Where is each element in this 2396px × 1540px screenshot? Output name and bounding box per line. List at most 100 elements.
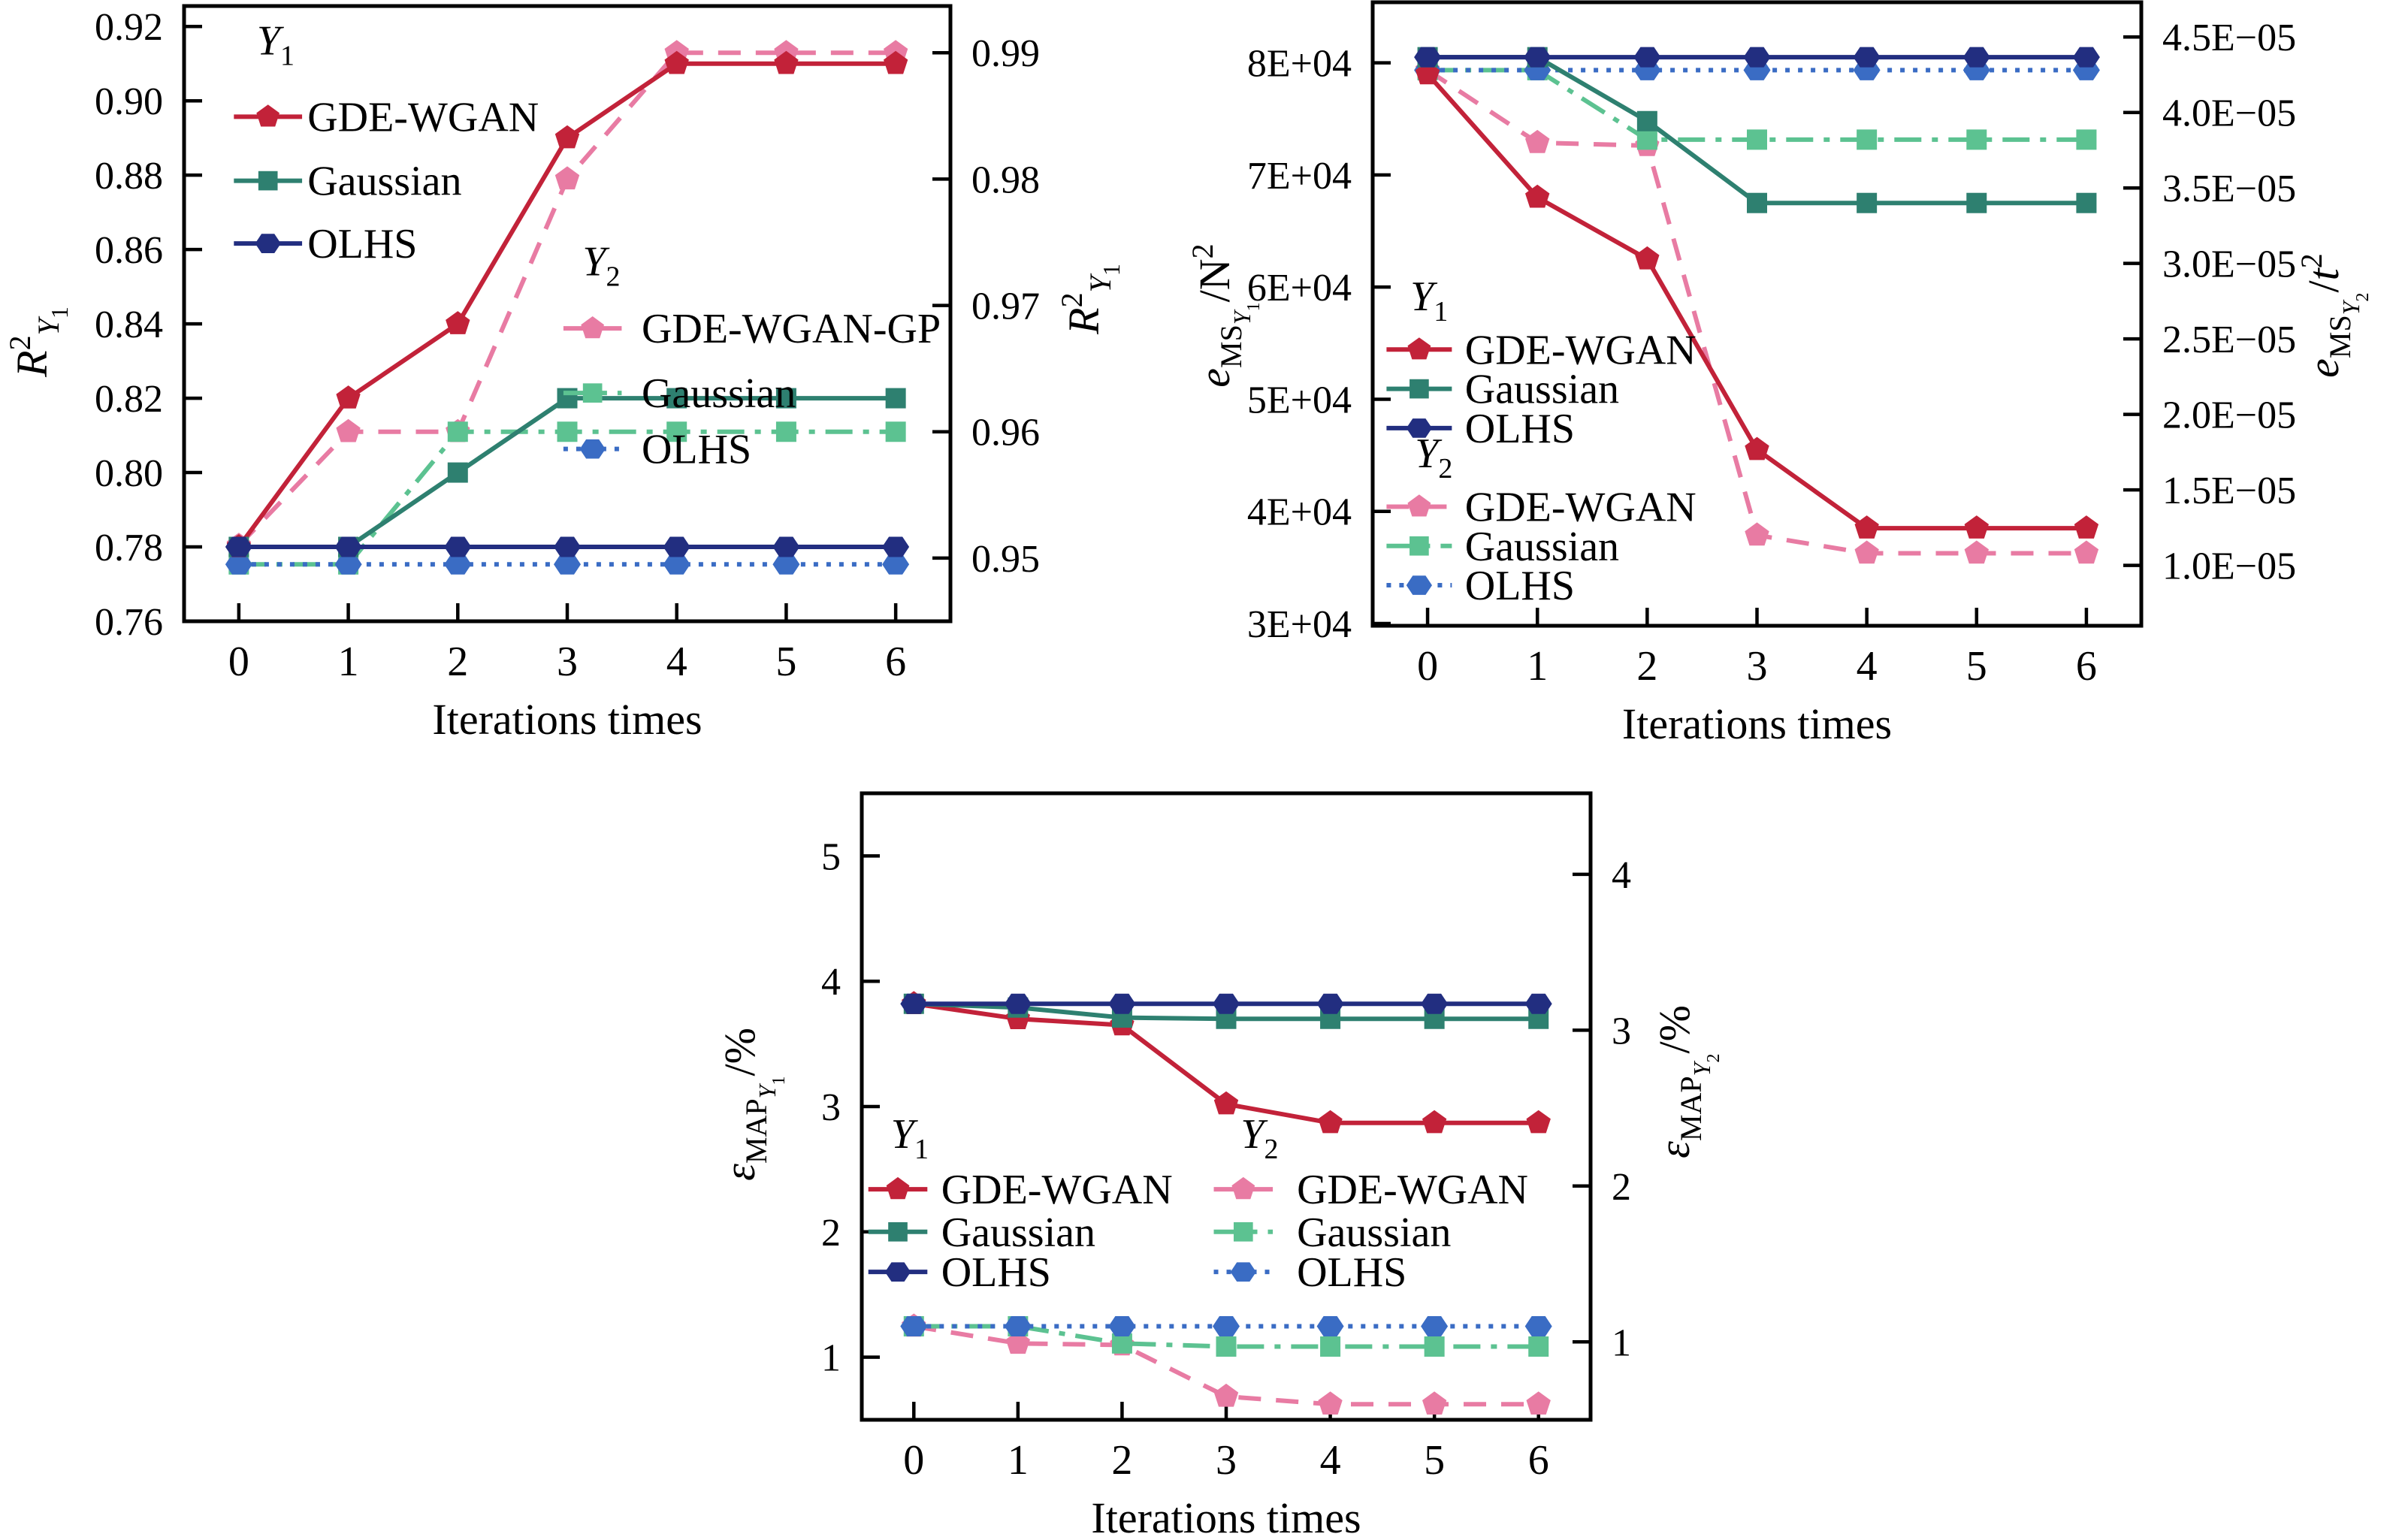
left-axis-tick-label: 0.82 xyxy=(95,378,163,421)
series-c2-y1-olhs xyxy=(1414,47,2100,68)
series-marker-c3-y2-gaussian xyxy=(1424,1336,1445,1357)
series-marker-c3-y2-gde-wgan xyxy=(1213,1383,1239,1407)
x-axis-title: Iterations times xyxy=(432,695,702,744)
left-axis-tick-label: 0.76 xyxy=(95,601,163,644)
x-axis-tick-label: 0 xyxy=(228,639,249,685)
left-axis-title: eMSY1/N2 xyxy=(1186,243,1264,387)
series-c3-y2-olhs xyxy=(900,1316,1552,1336)
series-marker-c1-y2-gaussian xyxy=(885,421,906,442)
series-marker-c3-y2-olhs xyxy=(1108,1316,1136,1336)
r2-chart: 0.76 0.78 0.80 0.82 0.84 0.86 0.88 0.90 0.92 0.95… xyxy=(3,4,1125,744)
right-axis-tick-label: 4 xyxy=(1612,854,1631,897)
axis-label-segment: MS xyxy=(1214,325,1248,368)
axis-label-segment: e xyxy=(1190,368,1239,388)
legend-sample-marker-c1-y1-olhs xyxy=(255,234,281,253)
legend-item-c3-y1-gde-wgan: GDE-WGAN xyxy=(868,1167,1173,1213)
left-axis-tick-label: 0.88 xyxy=(95,155,163,198)
series-marker-c2-y1-gde-wgan xyxy=(1635,246,1660,270)
legend-header-sub: 2 xyxy=(1438,453,1452,485)
series-marker-c3-y1-olhs xyxy=(1316,993,1344,1014)
x-axis-title: Iterations times xyxy=(1622,699,1892,748)
series-c1-y2-olhs xyxy=(225,554,910,575)
left-axis-tick-label: 0.84 xyxy=(95,303,163,346)
legend-item-label-c1-y2-gde-wgan-gp: GDE-WGAN-GP xyxy=(642,306,941,352)
legend-header-Y1: Y1 xyxy=(1410,273,1448,328)
series-marker-c1-y2-gaussian xyxy=(557,421,578,442)
series-marker-c3-y2-gaussian xyxy=(1528,1336,1549,1357)
series-marker-c3-y2-gaussian xyxy=(1320,1336,1341,1357)
right-axis-title: εMAPY2 /% xyxy=(1650,1005,1724,1158)
legend-sample-marker-c2-y1-gde-wgan xyxy=(1407,337,1431,360)
series-marker-c1-y2-olhs xyxy=(334,554,362,575)
series-marker-c2-y1-olhs xyxy=(1524,47,1552,68)
series-line-c1-y1-gaussian xyxy=(238,396,896,549)
series-marker-c3-y1-olhs xyxy=(1421,993,1449,1014)
legend-header-main: Y xyxy=(257,18,285,65)
series-marker-c2-y1-olhs xyxy=(2072,47,2100,68)
left-axis-tick-label: 0.92 xyxy=(95,6,163,49)
legend-item-c2-y1-olhs: OLHS xyxy=(1386,406,1575,452)
legend-item-c1-y1-gde-wgan: GDE-WGAN xyxy=(234,94,539,140)
axis-label-segment: ε xyxy=(715,1164,764,1181)
series-marker-c3-y2-olhs xyxy=(1421,1316,1449,1336)
axis-label-segment: 1 xyxy=(1098,264,1125,276)
series-marker-c1-y2-olhs xyxy=(444,554,472,575)
series-marker-c1-y1-gde-wgan xyxy=(774,50,799,74)
series-marker-c1-y1-olhs xyxy=(772,536,800,557)
axis-label-segment: R xyxy=(1059,307,1108,334)
left-axis-tick-label: 0.78 xyxy=(95,527,163,569)
series-marker-c2-y1-olhs xyxy=(1633,47,1661,68)
series-marker-c1-y1-gaussian xyxy=(447,462,468,483)
legend-group-Y2: Y2 GDE-WGAN-GP Gaussian OLHS xyxy=(563,239,941,473)
series-c1-y1-gaussian xyxy=(228,388,906,557)
x-axis-tick-label: 5 xyxy=(1424,1437,1445,1484)
x-axis-tick-label: 3 xyxy=(557,639,578,685)
left-axis-tick-label: 5 xyxy=(821,835,841,878)
axis-label-segment: /% xyxy=(1650,1005,1699,1053)
series-marker-c2-y2-gde-wgan xyxy=(1525,129,1550,153)
legend-item-c1-y1-gaussian: Gaussian xyxy=(234,159,462,205)
x-axis-tick-label: 4 xyxy=(1320,1437,1341,1484)
x-axis-tick-label: 6 xyxy=(2076,643,2097,690)
legend-sample-marker-c1-y2-gaussian xyxy=(582,383,603,403)
right-axis-tick-label: 0.96 xyxy=(971,412,1040,454)
axis-label-segment: t xyxy=(2299,267,2348,280)
right-axis-tick-label: 1.5E−05 xyxy=(2162,470,2296,512)
x-axis-tick-label: 4 xyxy=(666,639,687,685)
right-axis-tick-label: 3.0E−05 xyxy=(2162,243,2296,286)
legend-item-label-c3-y2-gde-wgan: GDE-WGAN xyxy=(1297,1167,1528,1213)
axis-label-segment: /% xyxy=(715,1028,764,1076)
series-marker-c3-y1-gde-wgan xyxy=(1213,1091,1239,1115)
series-marker-c1-y1-gaussian xyxy=(666,388,687,409)
series-marker-c1-y2-olhs xyxy=(663,554,690,575)
axis-label-segment: Y xyxy=(2337,299,2364,315)
legend-header-sub: 2 xyxy=(606,261,621,293)
right-axis-tick-label: 1.0E−05 xyxy=(2162,545,2296,588)
right-axis-tick-label: 2.5E−05 xyxy=(2162,319,2296,361)
series-marker-c1-y2-olhs xyxy=(882,554,910,575)
right-axis-tick-label: 2 xyxy=(1612,1166,1631,1209)
series-marker-c3-y2-gde-wgan xyxy=(1318,1391,1343,1415)
legend-sample-marker-c3-y1-gaussian xyxy=(888,1221,908,1242)
legend-sample-marker-c3-y2-gaussian xyxy=(1233,1221,1253,1242)
series-marker-c2-y2-gde-wgan xyxy=(1745,522,1769,546)
series-marker-c2-y2-gaussian xyxy=(1747,129,1767,150)
series-line-c2-y2-gaussian xyxy=(1428,68,2086,142)
left-axis-tick-label: 4 xyxy=(821,961,841,1004)
series-marker-c3-y2-gaussian xyxy=(1111,1333,1132,1354)
legend-item-label-c3-y1-gaussian: Gaussian xyxy=(941,1209,1095,1256)
series-marker-c3-y1-olhs xyxy=(1524,993,1552,1014)
series-marker-c1-y1-olhs xyxy=(882,536,910,557)
series-marker-c3-y2-olhs xyxy=(1524,1316,1552,1336)
series-marker-c2-y1-gaussian xyxy=(2076,192,2097,213)
left-axis-tick-label: 0.86 xyxy=(95,229,163,272)
series-marker-c1-y1-gde-wgan xyxy=(336,385,361,409)
series-marker-c2-y2-gde-wgan xyxy=(1964,540,1989,564)
legend-item-c2-y1-gaussian: Gaussian xyxy=(1386,367,1619,413)
axis-label-segment: Y xyxy=(1083,273,1117,292)
x-axis-tick-label: 1 xyxy=(1008,1437,1029,1484)
legend-header-sub: 1 xyxy=(1434,296,1448,328)
axis-label-segment: MAP xyxy=(739,1098,773,1164)
